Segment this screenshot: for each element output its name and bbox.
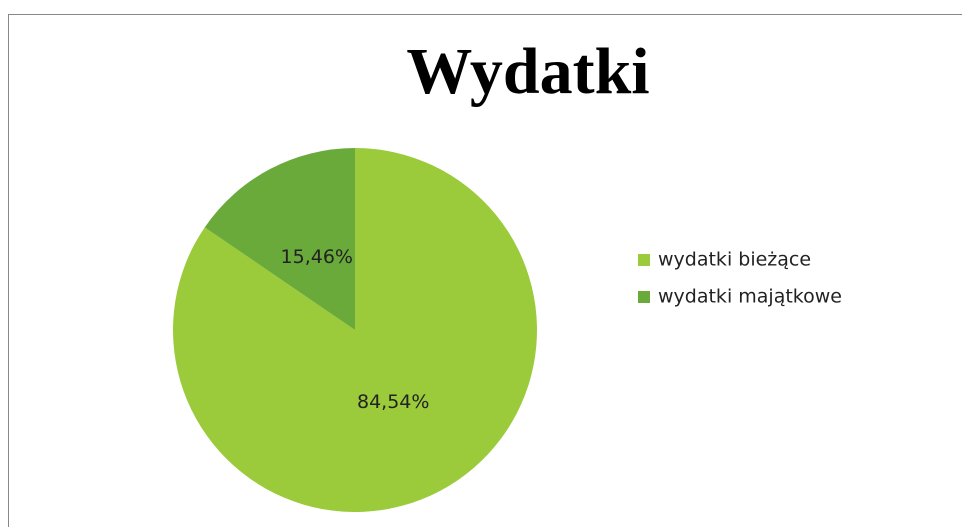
legend-swatch <box>638 291 650 303</box>
pie-slice <box>173 148 537 513</box>
data-label: 15,46% <box>281 246 353 268</box>
legend-label: wydatki majątkowe <box>658 286 842 308</box>
data-label: 84,54% <box>357 391 429 413</box>
pie-slice <box>204 148 355 330</box>
chart-title: Wydatki <box>406 35 649 108</box>
legend-swatch <box>638 254 650 266</box>
legend-label: wydatki bieżące <box>658 249 811 271</box>
